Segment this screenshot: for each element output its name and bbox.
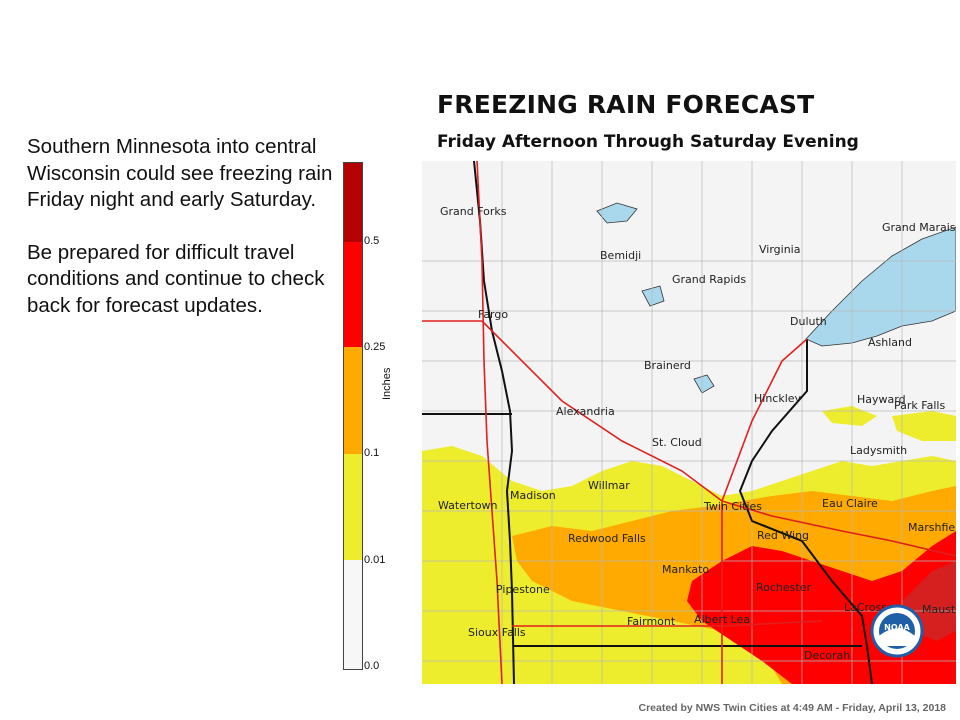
- city-albert-lea: Albert Lea: [694, 613, 750, 626]
- noaa-logo-text: NOAA: [884, 623, 910, 632]
- legend-label-00: 0.0: [364, 660, 380, 672]
- legend-band-red: [344, 242, 362, 347]
- city-hinckley: Hinckley: [754, 392, 802, 405]
- city-bemidji: Bemidji: [600, 249, 641, 262]
- county-lines: [422, 161, 956, 684]
- city-virginia: Virginia: [759, 243, 800, 256]
- city-sioux-falls: Sioux Falls: [468, 626, 526, 639]
- legend-label-025: 0.25: [364, 341, 386, 353]
- city-grand-forks: Grand Forks: [440, 205, 507, 218]
- description-text: Southern Minnesota into central Wisconsi…: [27, 134, 347, 345]
- city-labels: Grand Forks Bemidji Virginia Grand Marai…: [438, 205, 956, 662]
- city-st-cloud: St. Cloud: [652, 436, 702, 449]
- upper-red-lake: [596, 202, 638, 224]
- city-redwood-falls: Redwood Falls: [568, 532, 646, 545]
- city-grand-marais: Grand Marais: [882, 221, 956, 234]
- mille-lacs: [693, 374, 715, 394]
- city-mauston: Mauston: [922, 603, 956, 616]
- city-marshfield: Marshfield: [908, 521, 956, 534]
- legend-band-none: [344, 560, 362, 669]
- city-duluth: Duluth: [790, 315, 827, 328]
- legend-label-01: 0.1: [364, 447, 380, 459]
- legend-band-orange: [344, 347, 362, 454]
- city-rochester: Rochester: [756, 581, 811, 594]
- precip-legend: [343, 162, 363, 670]
- city-alexandria: Alexandria: [556, 405, 615, 418]
- city-grand-rapids: Grand Rapids: [672, 273, 746, 286]
- leech-lake: [641, 285, 665, 307]
- yellow-patch-northeast: [892, 411, 956, 441]
- interstate-highways: [422, 161, 956, 684]
- city-eau-claire: Eau Claire: [822, 497, 878, 510]
- city-ladysmith: Ladysmith: [850, 444, 907, 457]
- forecast-map: Grand Forks Bemidji Virginia Grand Marai…: [422, 161, 956, 684]
- legend-unit-label: Inches: [381, 367, 393, 400]
- city-park-falls: Park Falls: [894, 399, 945, 412]
- legend-label-05: 0.5: [364, 235, 380, 247]
- city-pipestone: Pipestone: [496, 583, 550, 596]
- city-mankato: Mankato: [662, 563, 709, 576]
- city-willmar: Willmar: [588, 479, 630, 492]
- city-decorah: Decorah: [804, 649, 850, 662]
- city-madison: Madison: [510, 489, 556, 502]
- legend-band-yellow: [344, 454, 362, 560]
- credit-line: Created by NWS Twin Cities at 4:49 AM - …: [638, 702, 947, 714]
- city-twin-cities: Twin Cities: [703, 500, 762, 513]
- description-paragraph-2: Be prepared for difficult travel conditi…: [27, 240, 325, 317]
- city-fargo: Fargo: [478, 308, 508, 321]
- state-border-mn-wi: [738, 339, 873, 684]
- city-hayward: Hayward: [857, 393, 906, 406]
- description-paragraph-1: Southern Minnesota into central Wisconsi…: [27, 135, 333, 211]
- map-title: FREEZING RAIN FORECAST: [437, 90, 815, 119]
- map-subtitle: Friday Afternoon Through Saturday Evenin…: [437, 132, 859, 152]
- noaa-logo: NOAA: [870, 604, 924, 658]
- legend-label-001: 0.01: [364, 554, 386, 566]
- city-watertown: Watertown: [438, 499, 498, 512]
- city-ashland: Ashland: [868, 336, 912, 349]
- city-fairmont: Fairmont: [627, 615, 676, 628]
- city-red-wing: Red Wing: [757, 529, 809, 542]
- city-brainerd: Brainerd: [644, 359, 691, 372]
- legend-band-top: [344, 163, 362, 242]
